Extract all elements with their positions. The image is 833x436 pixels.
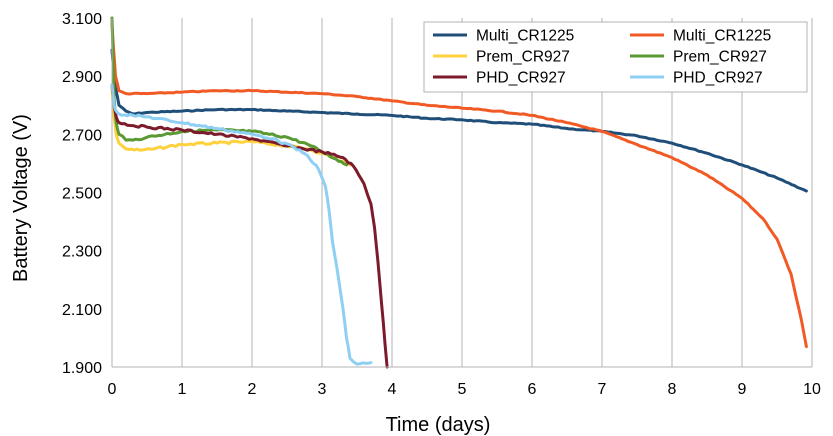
legend-label: PHD_CR927: [673, 70, 763, 87]
x-tick-label: 3: [318, 381, 327, 398]
legend-label: Multi_CR1225: [476, 28, 574, 45]
y-tick-label: 2.100: [62, 302, 102, 319]
x-tick-label: 8: [668, 381, 677, 398]
y-tick-label: 2.900: [62, 69, 102, 86]
series-line: [110, 22, 808, 349]
y-tick-label: 2.500: [62, 186, 102, 203]
y-axis-title: Battery Voltage (V): [10, 114, 32, 282]
series-line: [110, 83, 373, 366]
x-tick-label: 7: [598, 381, 607, 398]
x-tick-label: 0: [108, 381, 117, 398]
legend-label: Prem_CR927: [476, 49, 570, 66]
y-tick-label: 1.900: [62, 360, 102, 377]
x-tick-label: 5: [458, 381, 467, 398]
x-tick-label: 1: [178, 381, 187, 398]
y-tick-labels: 1.900 2.100 2.300 2.500 2.700 2.900 3.100: [62, 11, 102, 377]
legend: Multi_CR1225 Multi_CR1225 Prem_CR927 Prem_C…: [423, 21, 808, 93]
series-line: [110, 83, 389, 369]
legend-box: [423, 21, 808, 93]
x-tick-label: 4: [388, 381, 397, 398]
legend-label: Prem_CR927: [673, 49, 767, 66]
x-tick-label: 2: [248, 381, 257, 398]
x-tick-label: 9: [738, 381, 747, 398]
y-tick-label: 3.100: [62, 11, 102, 28]
x-axis-title: Time (days): [386, 414, 491, 436]
series-line: [110, 48, 808, 193]
x-tick-label: 10: [803, 381, 821, 398]
x-tick-label: 6: [528, 381, 537, 398]
y-tick-label: 2.700: [62, 127, 102, 144]
legend-label: Multi_CR1225: [673, 28, 771, 45]
legend-label: PHD_CR927: [476, 70, 566, 87]
x-tick-labels: 0 1 2 3 4 5 6 7 8 9 10: [108, 381, 821, 398]
series-lines: [110, 16, 808, 369]
y-tick-label: 2.300: [62, 244, 102, 261]
